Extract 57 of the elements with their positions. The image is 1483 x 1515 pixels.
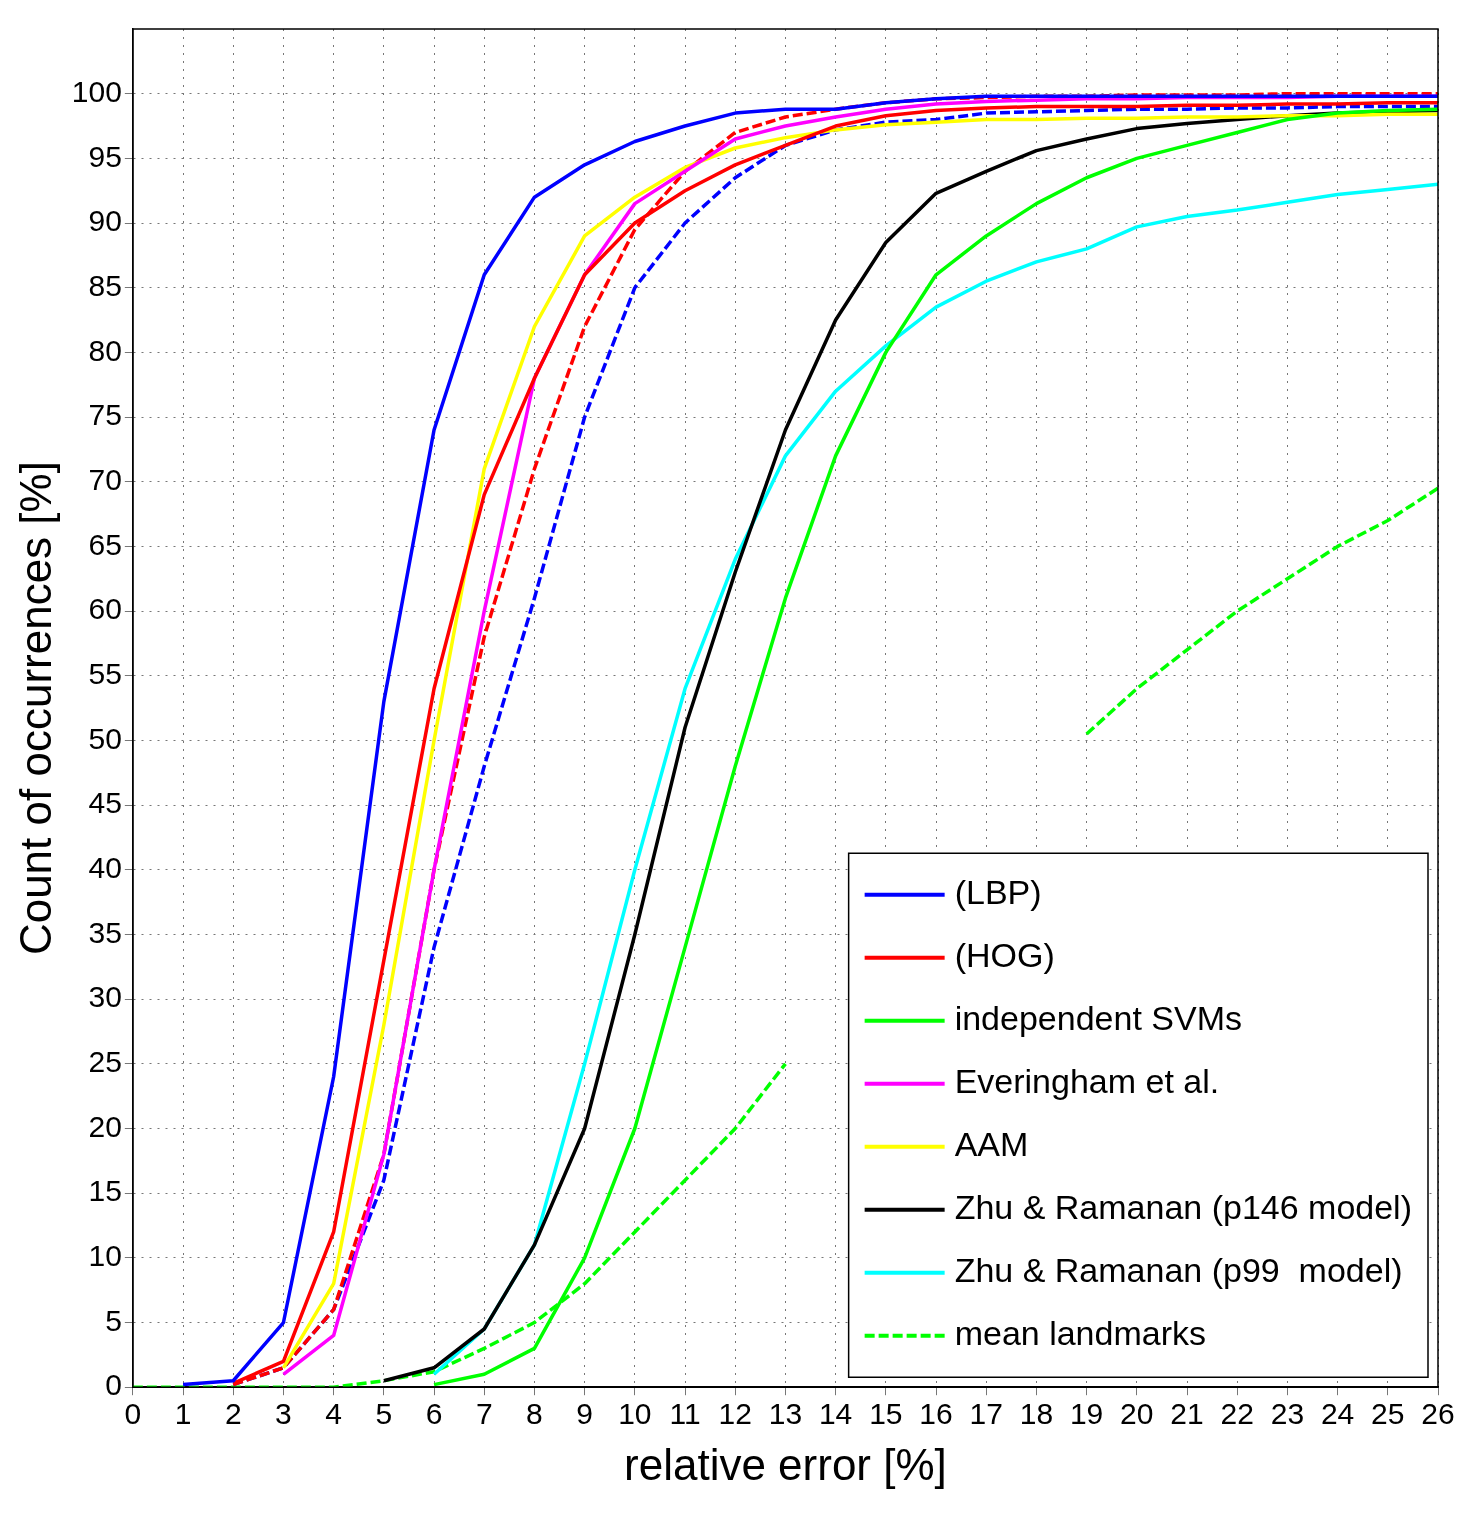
y-tick-label: 30 xyxy=(88,980,122,1014)
x-tick-label: 7 xyxy=(475,1397,493,1431)
y-tick-label: 50 xyxy=(88,721,122,755)
legend-label: (LBP) xyxy=(954,873,1042,912)
y-tick-label: 60 xyxy=(88,592,122,626)
y-tick-label: 25 xyxy=(88,1045,122,1079)
y-tick-label: 5 xyxy=(105,1303,122,1337)
x-tick-label: 10 xyxy=(618,1397,652,1431)
x-tick-label: 16 xyxy=(919,1397,953,1431)
y-tick-label: 10 xyxy=(88,1239,122,1273)
x-tick-label: 11 xyxy=(669,1397,701,1431)
legend-label: Zhu & Ramanan (p99 model) xyxy=(954,1251,1403,1290)
x-tick-label: 22 xyxy=(1220,1397,1254,1431)
legend-label: independent SVMs xyxy=(954,999,1242,1038)
x-tick-label: 26 xyxy=(1421,1397,1455,1431)
x-tick-label: 6 xyxy=(425,1397,443,1431)
legend-label: Everingham et al. xyxy=(954,1062,1220,1101)
x-tick-label: 19 xyxy=(1069,1397,1104,1431)
x-tick-label: 8 xyxy=(526,1397,543,1431)
x-tick-label: 20 xyxy=(1120,1397,1154,1431)
y-tick-label: 15 xyxy=(88,1174,122,1208)
y-tick-label: 95 xyxy=(88,139,122,173)
y-tick-label: 0 xyxy=(105,1368,122,1402)
legend-label: Zhu & Ramanan (p146 model) xyxy=(954,1188,1412,1227)
legend-label: (HOG) xyxy=(954,936,1055,975)
x-tick-label: 5 xyxy=(375,1397,393,1431)
x-tick-label: 17 xyxy=(969,1397,1003,1431)
y-tick-label: 65 xyxy=(88,527,122,561)
y-tick-label: 55 xyxy=(88,657,122,691)
y-tick-label: 45 xyxy=(88,786,122,820)
x-tick-label: 12 xyxy=(718,1397,752,1431)
y-tick-label: 100 xyxy=(71,74,122,108)
x-tick-label: 18 xyxy=(1019,1397,1054,1431)
x-tick-label: 4 xyxy=(325,1397,342,1431)
x-tick-label: 15 xyxy=(869,1397,903,1431)
x-tick-label: 25 xyxy=(1371,1397,1405,1431)
legend-label: AAM xyxy=(954,1125,1029,1164)
y-tick-label: 85 xyxy=(88,268,122,302)
x-tick-label: 9 xyxy=(576,1397,593,1431)
x-tick-label: 21 xyxy=(1170,1397,1204,1431)
y-tick-label: 90 xyxy=(88,204,122,238)
x-tick-label: 2 xyxy=(224,1397,242,1431)
y-tick-label: 70 xyxy=(88,463,122,496)
x-axis-title: relative error [%] xyxy=(624,1439,947,1489)
x-tick-label: 13 xyxy=(768,1397,803,1431)
x-tick-label: 3 xyxy=(275,1397,292,1431)
y-axis-title: Count of occurrences [%] xyxy=(10,461,60,956)
x-tick-label: 1 xyxy=(174,1397,192,1431)
legend-label: mean landmarks xyxy=(954,1314,1206,1353)
y-tick-label: 80 xyxy=(88,333,122,367)
x-tick-label: 24 xyxy=(1320,1397,1355,1431)
y-tick-label: 20 xyxy=(88,1109,122,1143)
y-tick-label: 35 xyxy=(88,915,122,949)
y-tick-label: 40 xyxy=(88,851,122,885)
x-tick-label: 14 xyxy=(818,1397,853,1431)
y-tick-label: 75 xyxy=(88,398,122,432)
x-tick-label: 23 xyxy=(1270,1397,1305,1431)
